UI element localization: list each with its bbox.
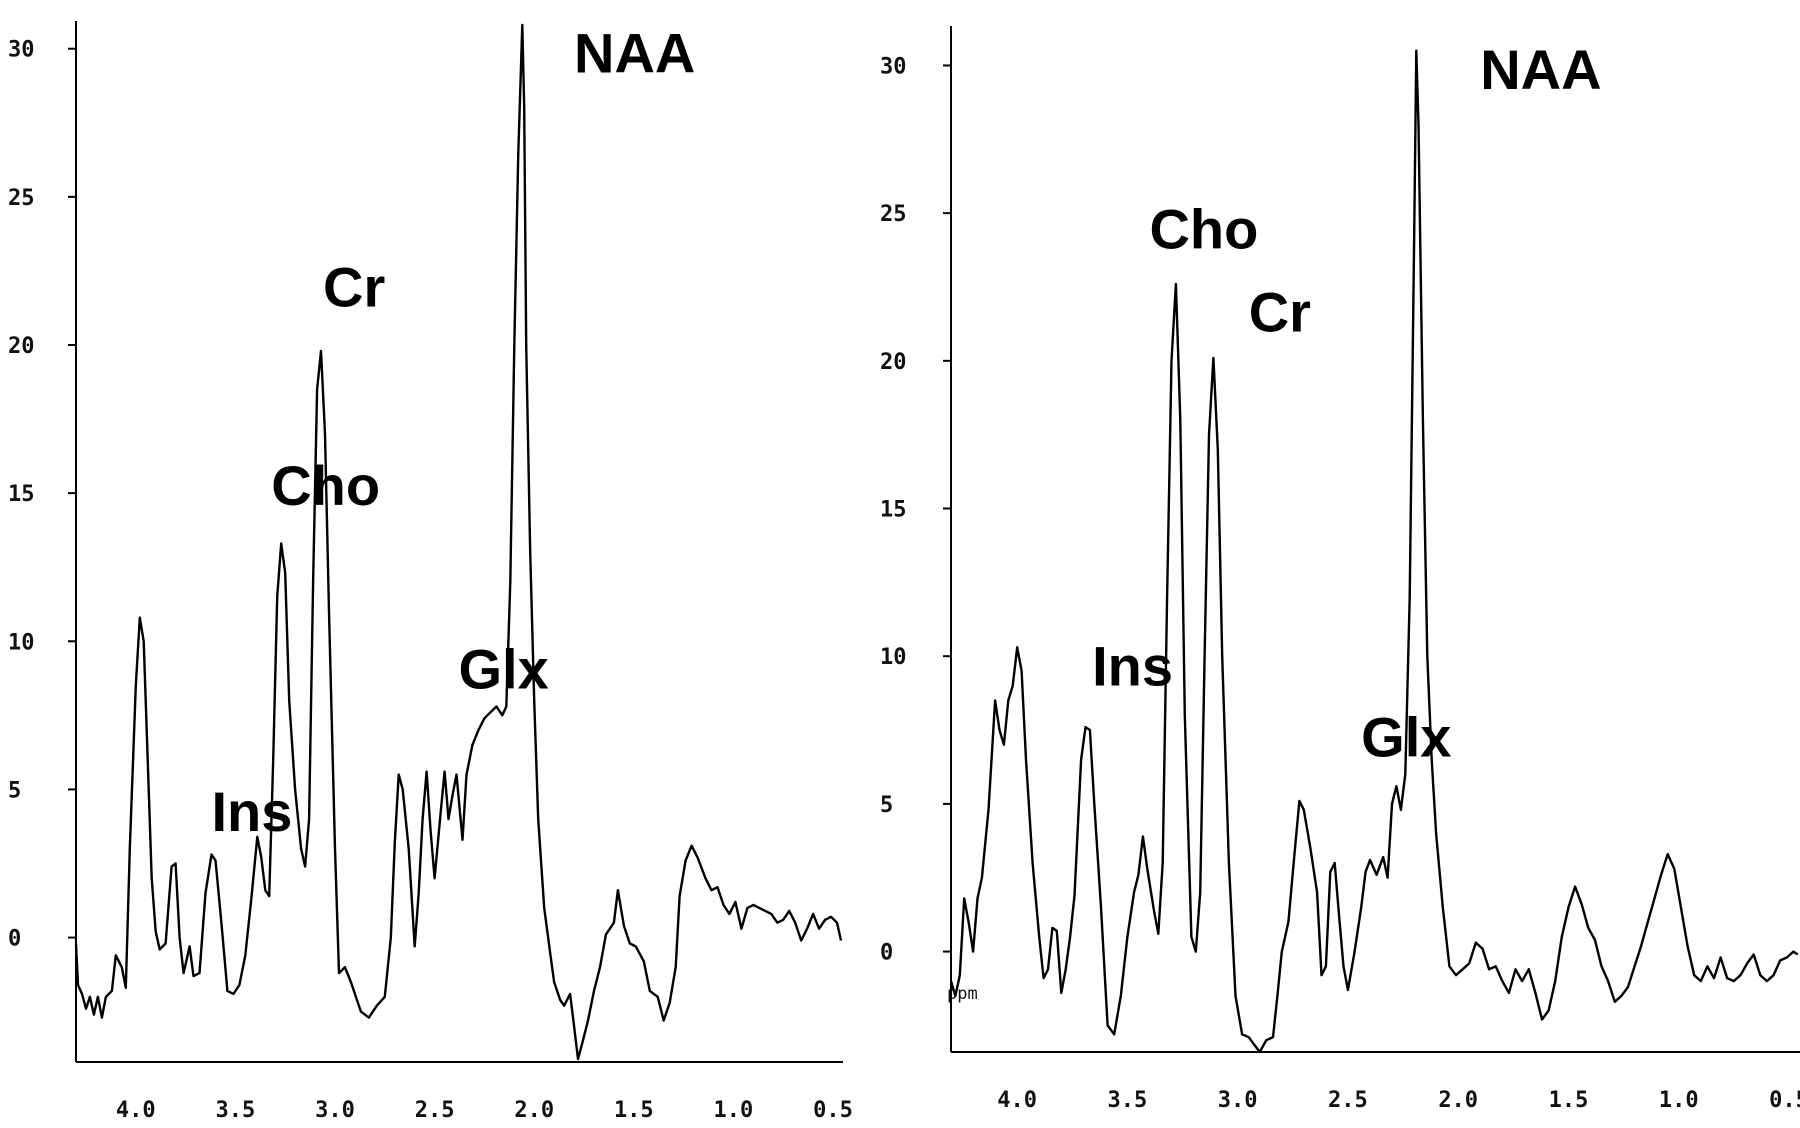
ppm-unit-label: ppm xyxy=(947,984,978,1004)
peak-label-cho: Cho xyxy=(271,454,380,517)
x-tick-label: 2.0 xyxy=(514,1098,554,1123)
peak-label-cr: Cr xyxy=(1249,280,1311,343)
x-tick-label: 2.5 xyxy=(1328,1088,1368,1113)
x-tick-label: 1.5 xyxy=(1549,1088,1589,1113)
y-tick-label: 0 xyxy=(880,941,893,966)
peak-label-cho: Cho xyxy=(1149,198,1258,261)
y-tick-label: 0 xyxy=(8,927,21,952)
y-tick-label: 25 xyxy=(880,202,907,227)
x-tick-label: 0.5 xyxy=(813,1098,853,1123)
x-tick-label: 4.0 xyxy=(116,1098,156,1123)
x-tick-label: 1.0 xyxy=(1659,1088,1699,1113)
y-tick-label: 10 xyxy=(880,645,907,670)
peak-label-glx: Glx xyxy=(1361,706,1451,769)
x-tick-label: 3.0 xyxy=(315,1098,355,1123)
y-tick-label: 10 xyxy=(8,630,35,655)
y-tick-label: 15 xyxy=(8,482,35,507)
x-tick-label: 1.5 xyxy=(614,1098,654,1123)
x-tick-label: 2.0 xyxy=(1438,1088,1478,1113)
x-tick-label: 3.5 xyxy=(1108,1088,1148,1113)
spectrum-chart-left: 0 5 10 15 20 25 30 4.0 3.5 3.0 2.5 2.0 1.5 1.0 0.5 Ins C… xyxy=(8,21,853,1123)
spectrum-chart-right: 0 5 10 15 20 25 30 4.0 3.5 3.0 2.5 2.0 1.5 1.0 0.5 Ins C… xyxy=(880,26,1800,1113)
x-tick-label: 3.5 xyxy=(216,1098,256,1123)
y-tick-label: 15 xyxy=(880,498,907,523)
x-tick-label: 0.5 xyxy=(1769,1088,1800,1113)
x-tick-label: 4.0 xyxy=(997,1088,1037,1113)
y-tick-label: 5 xyxy=(880,793,893,818)
peak-label-ins: Ins xyxy=(1092,635,1173,698)
peak-label-ins: Ins xyxy=(211,780,292,843)
x-tick-label: 3.0 xyxy=(1218,1088,1258,1113)
y-tick-label: 20 xyxy=(8,334,35,359)
peak-label-cr: Cr xyxy=(323,255,385,318)
peak-label-glx: Glx xyxy=(459,638,549,701)
spectrum-line xyxy=(74,23,843,1061)
peak-label-naa: NAA xyxy=(574,21,695,84)
x-tick-label: 1.0 xyxy=(714,1098,754,1123)
y-tick-label: 30 xyxy=(8,38,35,63)
x-tick-label: 2.5 xyxy=(415,1098,455,1123)
peak-label-naa: NAA xyxy=(1480,38,1601,101)
y-tick-label: 20 xyxy=(880,350,907,375)
spectrum-line xyxy=(949,49,1799,1054)
y-tick-label: 5 xyxy=(8,778,21,803)
y-tick-label: 25 xyxy=(8,186,35,211)
y-tick-label: 30 xyxy=(880,54,907,79)
